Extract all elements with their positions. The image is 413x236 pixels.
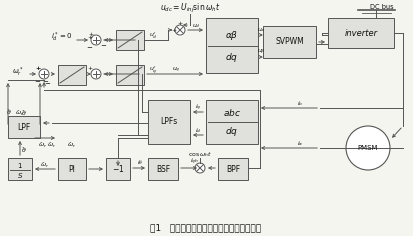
Text: $\hat{\omega}_r$: $\hat{\omega}_r$ [40, 160, 50, 170]
Text: LPFs: LPFs [160, 118, 178, 126]
Text: $+$: $+$ [87, 33, 93, 41]
Bar [116, 65, 144, 85]
Text: $+$: $+$ [35, 64, 41, 72]
Text: $\hat{\theta}$: $\hat{\theta}$ [21, 145, 27, 155]
Text: DC bus: DC bus [370, 4, 394, 10]
Text: $i_a$: $i_a$ [297, 139, 303, 148]
Text: $i_{qh}$: $i_{qh}$ [190, 157, 199, 167]
Text: $+$: $+$ [171, 26, 177, 34]
Bar [148, 158, 178, 180]
Text: SVPWM: SVPWM [275, 38, 304, 46]
Text: $u_\beta$: $u_\beta$ [257, 47, 265, 57]
Text: $\hat{\omega}_r$: $\hat{\omega}_r$ [47, 140, 57, 150]
Text: $u_\alpha$: $u_\alpha$ [256, 26, 266, 34]
Text: $-$: $-$ [34, 77, 42, 83]
Text: $\hat{\theta}$: $\hat{\theta}$ [21, 108, 27, 118]
Text: $u_d'$: $u_d'$ [149, 31, 157, 41]
Text: PMSM: PMSM [358, 145, 378, 151]
Text: $\hat{\omega}_r$: $\hat{\omega}_r$ [15, 108, 25, 118]
Text: inverter: inverter [344, 29, 377, 38]
Bar [58, 158, 86, 180]
Circle shape [346, 126, 390, 170]
Text: $\omega_r^*$: $\omega_r^*$ [12, 65, 24, 79]
Text: $-1$: $-1$ [112, 164, 124, 174]
Bar [148, 100, 190, 144]
Text: $u_{dc}=U_{inj}\sin\omega_h t$: $u_{dc}=U_{inj}\sin\omega_h t$ [160, 1, 220, 15]
Text: $abc$: $abc$ [223, 108, 241, 118]
Text: BSF: BSF [156, 164, 170, 173]
Text: $\hat{\theta}$: $\hat{\theta}$ [6, 107, 12, 117]
Text: $i_d$: $i_d$ [195, 126, 201, 135]
Bar [218, 158, 248, 180]
Circle shape [195, 163, 205, 173]
Text: $+$: $+$ [35, 64, 41, 72]
Bar [106, 158, 130, 180]
Text: $u_q'$: $u_q'$ [149, 64, 157, 76]
Bar [8, 158, 32, 180]
Text: $+$: $+$ [177, 19, 183, 27]
Bar [8, 116, 40, 138]
Text: $i_d^*=0$: $i_d^*=0$ [51, 30, 73, 44]
Text: $\hat{\omega}_r$: $\hat{\omega}_r$ [38, 140, 47, 150]
Circle shape [91, 35, 101, 45]
Text: 图1   高频信号注入法无速度传感器矢量控制: 图1 高频信号注入法无速度传感器矢量控制 [150, 223, 261, 232]
Bar [206, 18, 258, 73]
Text: $dq$: $dq$ [225, 51, 239, 63]
Circle shape [39, 69, 49, 79]
Bar [116, 30, 144, 50]
Text: $\alpha\beta$: $\alpha\beta$ [225, 29, 239, 42]
Text: $\hat{\omega}_r$: $\hat{\omega}_r$ [67, 140, 77, 150]
Bar [328, 18, 394, 48]
Circle shape [175, 25, 185, 35]
Text: BPF: BPF [226, 164, 240, 173]
Text: $+$: $+$ [87, 64, 93, 72]
Bar [58, 65, 86, 85]
Text: $-$: $-$ [43, 77, 50, 83]
Text: $u_q$: $u_q$ [172, 65, 180, 75]
Text: $-$: $-$ [86, 43, 94, 49]
Text: $S$: $S$ [17, 170, 23, 180]
Text: $dq$: $dq$ [225, 126, 239, 139]
Circle shape [91, 69, 101, 79]
Text: $+$: $+$ [88, 30, 94, 38]
Text: PI: PI [69, 164, 76, 173]
Bar [206, 100, 258, 144]
Bar [263, 26, 316, 58]
Text: $\cos\omega_h t$: $\cos\omega_h t$ [188, 151, 212, 160]
Text: $i_b$: $i_b$ [297, 100, 303, 109]
Text: LPF: LPF [17, 122, 31, 131]
Text: $i_q$: $i_q$ [195, 103, 201, 113]
Text: $-$: $-$ [45, 79, 52, 85]
Text: $u_d$: $u_d$ [192, 22, 200, 30]
Text: $i_{\hat{\theta}}$: $i_{\hat{\theta}}$ [137, 159, 143, 168]
Text: $-$: $-$ [100, 41, 107, 47]
Text: $1$: $1$ [17, 160, 23, 169]
